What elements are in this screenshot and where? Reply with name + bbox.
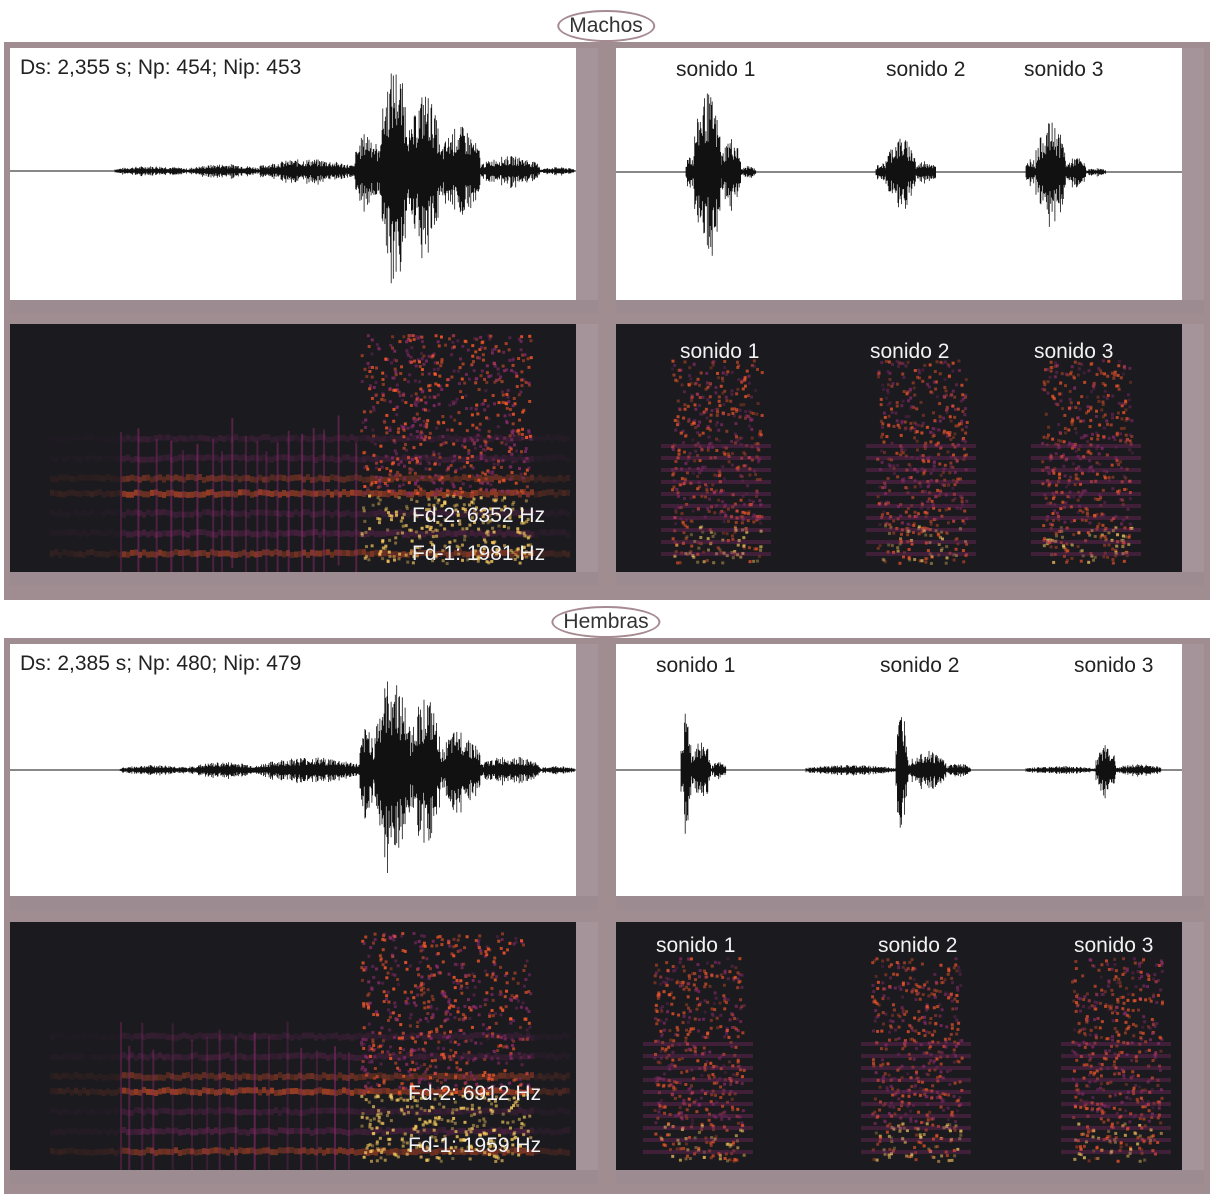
frequency-scale — [1182, 324, 1204, 586]
waveform-trace — [119, 681, 575, 873]
amplitude-scale — [1182, 644, 1204, 910]
spectrogram-panel-female-full: Fd-2: 6912 Hz Fd-1: 1959 Hz — [10, 922, 598, 1184]
fd1-label: Fd-1: 1981 Hz — [412, 542, 546, 565]
waveform-trace — [685, 93, 1106, 256]
fd1-label: Fd-1: 1959 Hz — [408, 1134, 542, 1157]
fd2-label: Fd-2: 6352 Hz — [412, 504, 546, 527]
spectrogram-plot — [50, 334, 570, 586]
fd2-label: Fd-2: 6912 Hz — [408, 1082, 542, 1105]
frequency-scale — [576, 324, 598, 586]
amplitude-scale — [576, 644, 598, 910]
spectrogram-plot — [643, 957, 1171, 1163]
amplitude-scale — [576, 48, 598, 314]
sound-1-label: sonido 1 — [656, 934, 736, 957]
spectrogram-plot — [50, 932, 570, 1184]
sound-1-label: sonido 1 — [680, 340, 760, 363]
stats-text: Ds: 2,355 s; Np: 454; Nip: 453 — [20, 56, 302, 79]
waveform-panel-female-sounds: sonido 1 sonido 2 sonido 3 — [616, 644, 1204, 910]
time-scale — [616, 896, 1204, 910]
sound-2-label: sonido 2 — [880, 654, 960, 677]
sound-2-label: sonido 2 — [878, 934, 958, 957]
waveform-plot — [10, 73, 576, 284]
spectrogram-plot — [661, 359, 1141, 565]
time-scale — [10, 896, 598, 910]
time-scale — [10, 572, 598, 586]
section-label-female: Hembras — [551, 606, 661, 638]
time-scale — [10, 300, 598, 314]
sound-3-label: sonido 3 — [1074, 934, 1154, 957]
sound-3-label: sonido 3 — [1024, 58, 1104, 81]
amplitude-scale — [1182, 48, 1204, 314]
waveform-panel-male-full: Ds: 2,355 s; Np: 454; Nip: 453 — [10, 48, 598, 314]
time-scale — [616, 300, 1204, 314]
sound-1-label: sonido 1 — [676, 58, 756, 81]
sound-3-label: sonido 3 — [1074, 654, 1154, 677]
waveform-trace — [680, 713, 1162, 834]
frequency-scale — [1182, 922, 1204, 1184]
sound-1-label: sonido 1 — [656, 654, 736, 677]
spectrogram-panel-female-sounds: sonido 1 sonido 2 sonido 3 — [616, 922, 1204, 1184]
frequency-scale — [576, 922, 598, 1184]
waveform-trace — [114, 73, 575, 284]
sound-2-label: sonido 2 — [870, 340, 950, 363]
waveform-panel-female-full: Ds: 2,385 s; Np: 480; Nip: 479 — [10, 644, 598, 910]
time-scale — [616, 572, 1204, 586]
waveform-panel-male-sounds: sonido 1 sonido 2 sonido 3 — [616, 48, 1204, 314]
sound-2-label: sonido 2 — [886, 58, 966, 81]
spectrogram-panel-male-sounds: sonido 1 sonido 2 sonido 3 — [616, 324, 1204, 586]
stats-text: Ds: 2,385 s; Np: 480; Nip: 479 — [20, 652, 302, 675]
waveform-plot — [10, 681, 576, 873]
sound-3-label: sonido 3 — [1034, 340, 1114, 363]
time-scale — [616, 1170, 1204, 1184]
waveform-plot — [616, 93, 1182, 256]
waveform-plot — [616, 713, 1182, 834]
time-scale — [10, 1170, 598, 1184]
section-label-male: Machos — [557, 10, 655, 42]
spectrogram-panel-male-full: Fd-2: 6352 Hz Fd-1: 1981 Hz — [10, 324, 598, 586]
